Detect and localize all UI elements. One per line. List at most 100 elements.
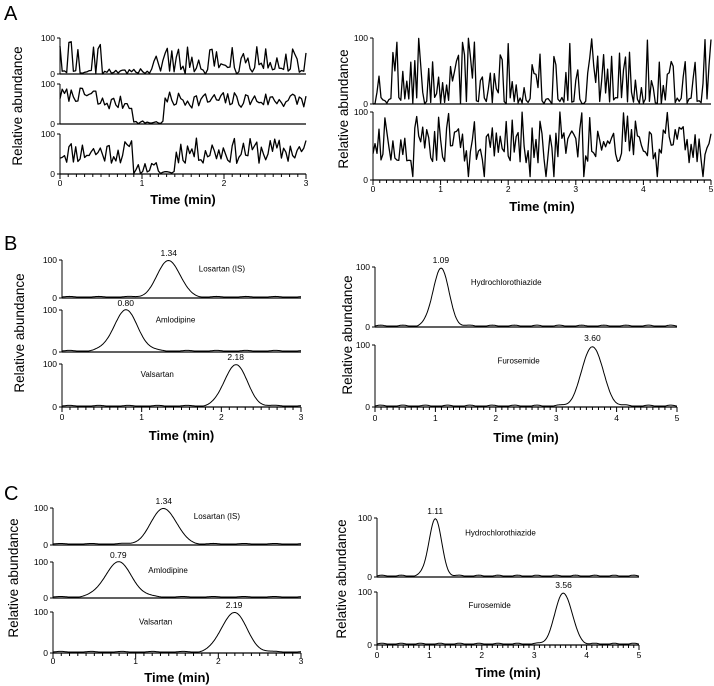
trace-line	[60, 138, 306, 174]
compound-label: Furosemide	[469, 601, 512, 610]
trace-3: 100 0 2.19 Valsartan	[34, 600, 301, 658]
y-tick-label: 0	[52, 347, 57, 357]
peak-time-label: 1.34	[155, 496, 172, 506]
y-tick-label: 0	[50, 169, 55, 179]
y-tick-label: 100	[358, 587, 372, 597]
trace-2: 100 0	[41, 79, 306, 129]
trace-2: 100 0 0.79 Amlodipine	[34, 550, 301, 603]
trace-line	[373, 112, 711, 177]
trace-3: 100 0	[41, 129, 306, 179]
y-tick-label: 0	[43, 540, 48, 550]
trace-1: 100 0 1.09 Hydrochlorothiazide	[356, 255, 677, 332]
y-tick-label: 100	[34, 607, 48, 617]
x-tick-label: 0	[371, 184, 376, 194]
peak-time-label: 2.18	[227, 352, 244, 362]
x-tick-label: 3	[299, 656, 304, 666]
x-tick-label: 1	[133, 656, 138, 666]
x-tick-label: 0	[51, 656, 56, 666]
compound-label: Amlodipine	[148, 566, 188, 575]
y-tick-label: 100	[356, 340, 370, 350]
y-tick-label: 0	[367, 640, 372, 650]
y-axis-title: Relative abundance	[336, 49, 351, 168]
x-tick-label: 2	[493, 413, 498, 423]
y-tick-label: 100	[41, 129, 55, 139]
y-tick-label: 100	[354, 107, 368, 117]
trace-1: 100 0 1.34 Losartan (IS)	[43, 248, 301, 303]
compound-label: Valsartan	[139, 617, 172, 626]
compound-label: Hydrochlorothiazide	[471, 278, 542, 287]
trace-line	[60, 42, 306, 74]
y-axis-title: Relative abundance	[334, 519, 349, 638]
x-tick-label: 1	[139, 412, 144, 422]
x-tick-label: 1	[438, 184, 443, 194]
y-tick-label: 0	[50, 119, 55, 129]
y-tick-label: 0	[43, 593, 48, 603]
x-tick-label: 3	[554, 413, 559, 423]
x-tick-label: 0	[60, 412, 65, 422]
x-axis-title: Time (min)	[144, 670, 210, 685]
x-axis-title: Time (min)	[509, 199, 575, 214]
x-tick-label: 0	[58, 178, 63, 188]
trace-1: 100 0	[354, 33, 711, 109]
x-axis-title: Time (min)	[150, 192, 216, 207]
compound-label: Hydrochlorothiazide	[465, 529, 536, 538]
trace-2: 100 0	[354, 107, 711, 185]
y-tick-label: 0	[363, 175, 368, 185]
chart-c-right: Relative abundance 10001.11Hydrochlorothi…	[334, 506, 642, 680]
y-tick-label: 0	[50, 69, 55, 79]
x-tick-label: 1	[140, 178, 145, 188]
trace-line	[53, 613, 301, 653]
peak-time-label: 0.79	[110, 550, 127, 560]
trace-line	[53, 509, 301, 545]
x-tick-label: 2	[222, 178, 227, 188]
y-tick-label: 0	[367, 572, 372, 582]
x-tick-label: 3	[299, 412, 304, 422]
compound-label: Losartan (IS)	[199, 264, 246, 273]
compound-label: Losartan (IS)	[194, 512, 241, 521]
y-axis-title: Relative abundance	[340, 275, 355, 394]
x-tick-label: 4	[614, 413, 619, 423]
x-axis-title: Time (min)	[475, 665, 541, 680]
peak-time-label: 2.19	[226, 600, 243, 610]
x-tick-label: 2	[216, 656, 221, 666]
peak-time-label: 1.34	[160, 248, 177, 258]
chart-b-left: Relative abundance10001.34Losartan (IS)1…	[12, 248, 304, 443]
y-axis-title: Relative abundance	[10, 46, 25, 165]
x-tick-label: 0	[375, 650, 380, 660]
x-tick-label: 1	[427, 650, 432, 660]
peak-time-label: 1.09	[433, 255, 450, 265]
compound-label: Furosemide	[497, 357, 540, 366]
x-tick-label: 0	[373, 413, 378, 423]
x-tick-label: 2	[219, 412, 224, 422]
y-tick-label: 0	[365, 402, 370, 412]
y-tick-label: 100	[356, 262, 370, 272]
y-tick-label: 100	[34, 503, 48, 513]
y-tick-label: 100	[41, 33, 55, 43]
trace-line	[373, 38, 711, 104]
x-tick-label: 5	[675, 413, 680, 423]
panel-letter-a: A	[4, 3, 18, 25]
x-tick-label: 3	[304, 178, 309, 188]
x-tick-label: 2	[506, 184, 511, 194]
trace-2: 100 0 3.60 Furosemide	[356, 333, 677, 412]
compound-label: Valsartan	[141, 370, 174, 379]
y-tick-label: 0	[52, 293, 57, 303]
peak-time-label: 0.80	[117, 298, 134, 308]
y-tick-label: 100	[43, 255, 57, 265]
x-tick-label: 3	[573, 184, 578, 194]
compound-label: Amlodipine	[156, 316, 196, 325]
y-tick-label: 0	[52, 402, 57, 412]
trace-line	[60, 88, 306, 124]
y-axis-title: Relative abundance	[6, 518, 21, 637]
trace-3: 100 0 2.18 Valsartan	[43, 352, 301, 412]
x-axis-title: Time (min)	[149, 428, 215, 443]
trace-1: 100 0 1.11 Hydrochlorothiazide	[358, 506, 639, 582]
y-tick-label: 100	[354, 33, 368, 43]
y-tick-label: 100	[34, 557, 48, 567]
panel-letter-c: C	[4, 483, 18, 505]
y-tick-label: 0	[365, 322, 370, 332]
